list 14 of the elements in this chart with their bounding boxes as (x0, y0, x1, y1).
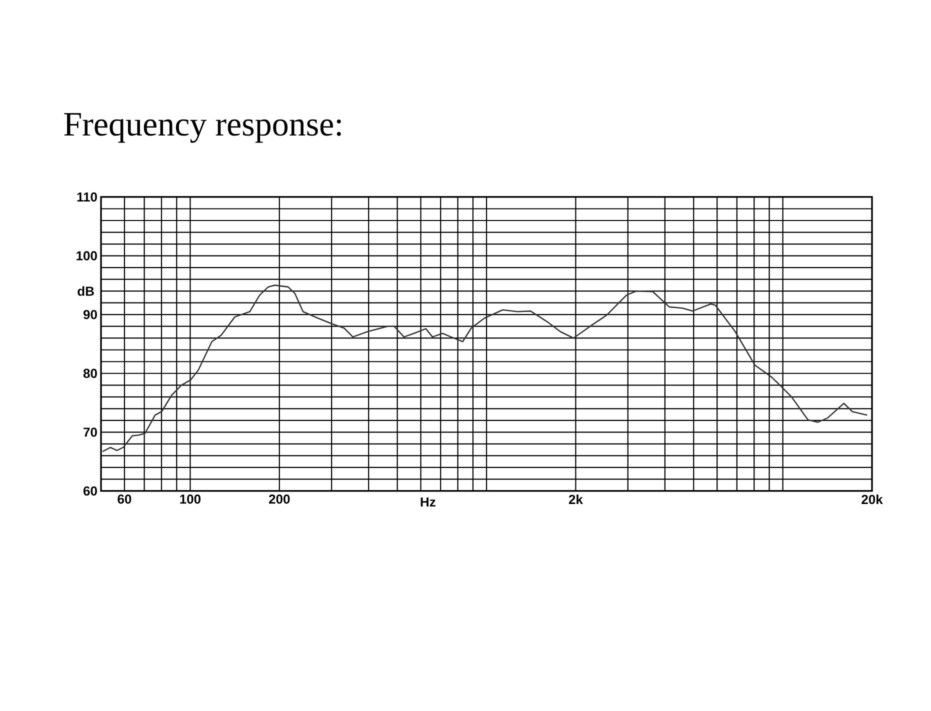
y-tick-label: 90 (83, 310, 97, 320)
y-axis-title: dB (78, 286, 94, 296)
y-tick-label: 80 (83, 368, 97, 378)
x-axis-title: Hz (420, 498, 436, 506)
y-tick-label: 60 (83, 486, 97, 496)
x-tick-label: 2k (568, 494, 583, 504)
x-tick-label: 60 (118, 494, 132, 504)
chart-title: Frequency response: (64, 113, 341, 143)
y-tick-label: 110 (77, 192, 97, 202)
x-tick-label: 200 (269, 494, 290, 504)
y-tick-label: 100 (76, 251, 97, 260)
y-tick-label: 70 (84, 428, 97, 437)
x-tick-label: 20k (862, 494, 883, 504)
x-tick-label: 100 (180, 494, 201, 504)
